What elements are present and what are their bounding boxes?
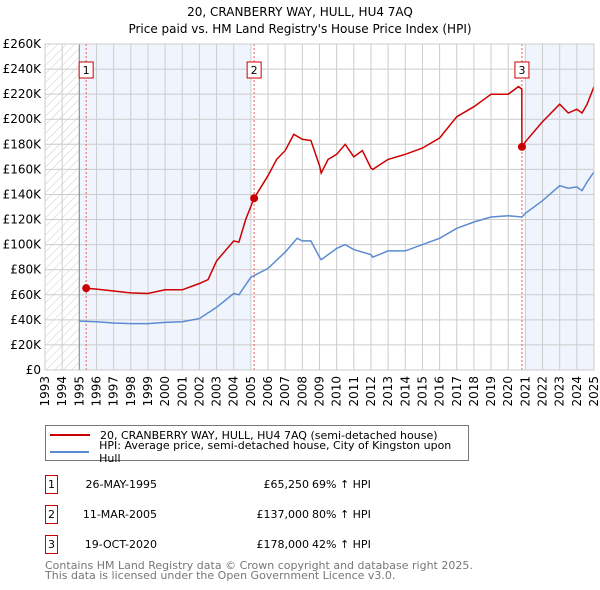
x-tick-label: 2009 [313,376,327,407]
sale-label: 1 [83,64,90,77]
y-tick-label: £200K [3,112,43,126]
transaction-marker: 2 [45,505,58,524]
legend-swatch-red [50,434,90,436]
footer: Contains HM Land Registry data © Crown c… [45,559,473,582]
x-tick-label: 2004 [227,376,241,407]
transaction-price: £137,000 [256,508,310,521]
x-tick-label: 2024 [570,376,584,407]
y-tick-label: £240K [3,62,43,76]
transaction-marker: 1 [45,475,58,494]
x-tick-label: 2002 [192,376,206,407]
transaction-date: 26-MAY-1995 [85,478,157,491]
transaction-hpi: 69% ↑ HPI [312,478,371,491]
transaction-hpi: 42% ↑ HPI [312,538,371,551]
y-tick-label: £180K [3,137,43,151]
x-tick-label: 1994 [55,376,69,407]
sale-label-box [246,61,262,79]
sale-point [82,284,91,293]
y-tick-label: £100K [3,238,43,252]
x-tick-label: 2015 [415,376,429,407]
legend-label-hpi: HPI: Average price, semi-detached house,… [99,439,452,465]
x-tick-label: 2001 [175,376,189,407]
x-tick-label: 2018 [467,376,481,407]
transaction-price: £178,000 [256,538,310,551]
x-tick-label: 1995 [72,376,86,407]
sale-label: 3 [518,64,525,77]
x-tick-label: 2005 [244,376,258,407]
x-tick-label: 2014 [398,376,412,407]
sale-label: 2 [251,64,258,77]
y-tick-label: £140K [3,187,43,201]
sale-label-box [78,61,94,79]
transaction-date: 19-OCT-2020 [84,538,157,551]
x-tick-label: 2010 [330,376,344,407]
y-tick-label: £60K [10,288,42,302]
x-tick-label: 2000 [158,376,172,407]
x-tick-label: 2006 [261,376,275,407]
legend-swatch-blue [50,451,90,453]
hpi-series-line [79,171,595,325]
legend-item-hpi: HPI: Average price, semi-detached house,… [50,439,468,465]
x-tick-label: 2021 [518,376,532,407]
y-tick-label: £80K [10,263,42,277]
x-tick-label: 2019 [484,376,498,407]
x-tick-label: 2020 [501,376,515,407]
sale-label-box [514,61,530,79]
x-tick-label: 1999 [141,376,155,407]
y-tick-label: £120K [3,213,43,227]
chart-title: 20, CRANBERRY WAY, HULL, HU4 7AQ [187,5,413,19]
x-tick-label: 2007 [278,376,292,407]
x-tick-label: 2003 [210,376,224,407]
chart-subtitle: Price paid vs. HM Land Registry's House … [128,22,471,36]
x-tick-label: 2008 [295,376,309,407]
y-tick-label: £160K [3,162,43,176]
sale-point [250,194,259,203]
price-chart: 20, CRANBERRY WAY, HULL, HU4 7AQ Price p… [3,5,600,407]
y-tick-label: £0 [26,363,41,377]
y-tick-label: £220K [3,87,43,101]
legend-item-property: 20, CRANBERRY WAY, HULL, HU4 7AQ (semi-d… [50,427,438,443]
x-tick-label: 1998 [124,376,138,407]
transaction-price: £65,250 [263,478,310,491]
transaction-marker: 3 [45,535,58,554]
legend-label-property: 20, CRANBERRY WAY, HULL, HU4 7AQ (semi-d… [100,428,438,442]
x-tick-label: 2022 [536,376,550,407]
transaction-date: 11-MAR-2005 [82,508,157,521]
x-tick-label: 1997 [107,376,121,407]
legend: 20, CRANBERRY WAY, HULL, HU4 7AQ (semi-d… [45,425,469,465]
x-tick-label: 1993 [38,376,52,407]
x-tick-label: 2023 [553,376,567,407]
sale-point [517,142,526,151]
x-tick-label: 2012 [364,376,378,407]
transaction-hpi: 80% ↑ HPI [312,508,371,521]
x-tick-label: 2011 [347,376,361,407]
x-tick-label: 2013 [381,376,395,407]
x-tick-label: 1996 [89,376,103,407]
plot-frame [44,43,595,371]
x-tick-label: 2025 [587,376,600,407]
footer-licence: This data is licensed under the Open Gov… [45,569,396,582]
footer-copyright: Contains HM Land Registry data © Crown c… [45,559,473,572]
y-tick-label: £40K [10,313,42,327]
x-tick-label: 2017 [450,376,464,407]
y-tick-label: £20K [10,338,42,352]
y-tick-label: £260K [3,37,43,51]
x-tick-label: 2016 [433,376,447,407]
